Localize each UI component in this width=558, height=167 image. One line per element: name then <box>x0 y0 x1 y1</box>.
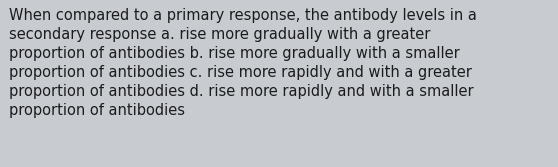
Text: When compared to a primary response, the antibody levels in a
secondary response: When compared to a primary response, the… <box>9 8 477 118</box>
